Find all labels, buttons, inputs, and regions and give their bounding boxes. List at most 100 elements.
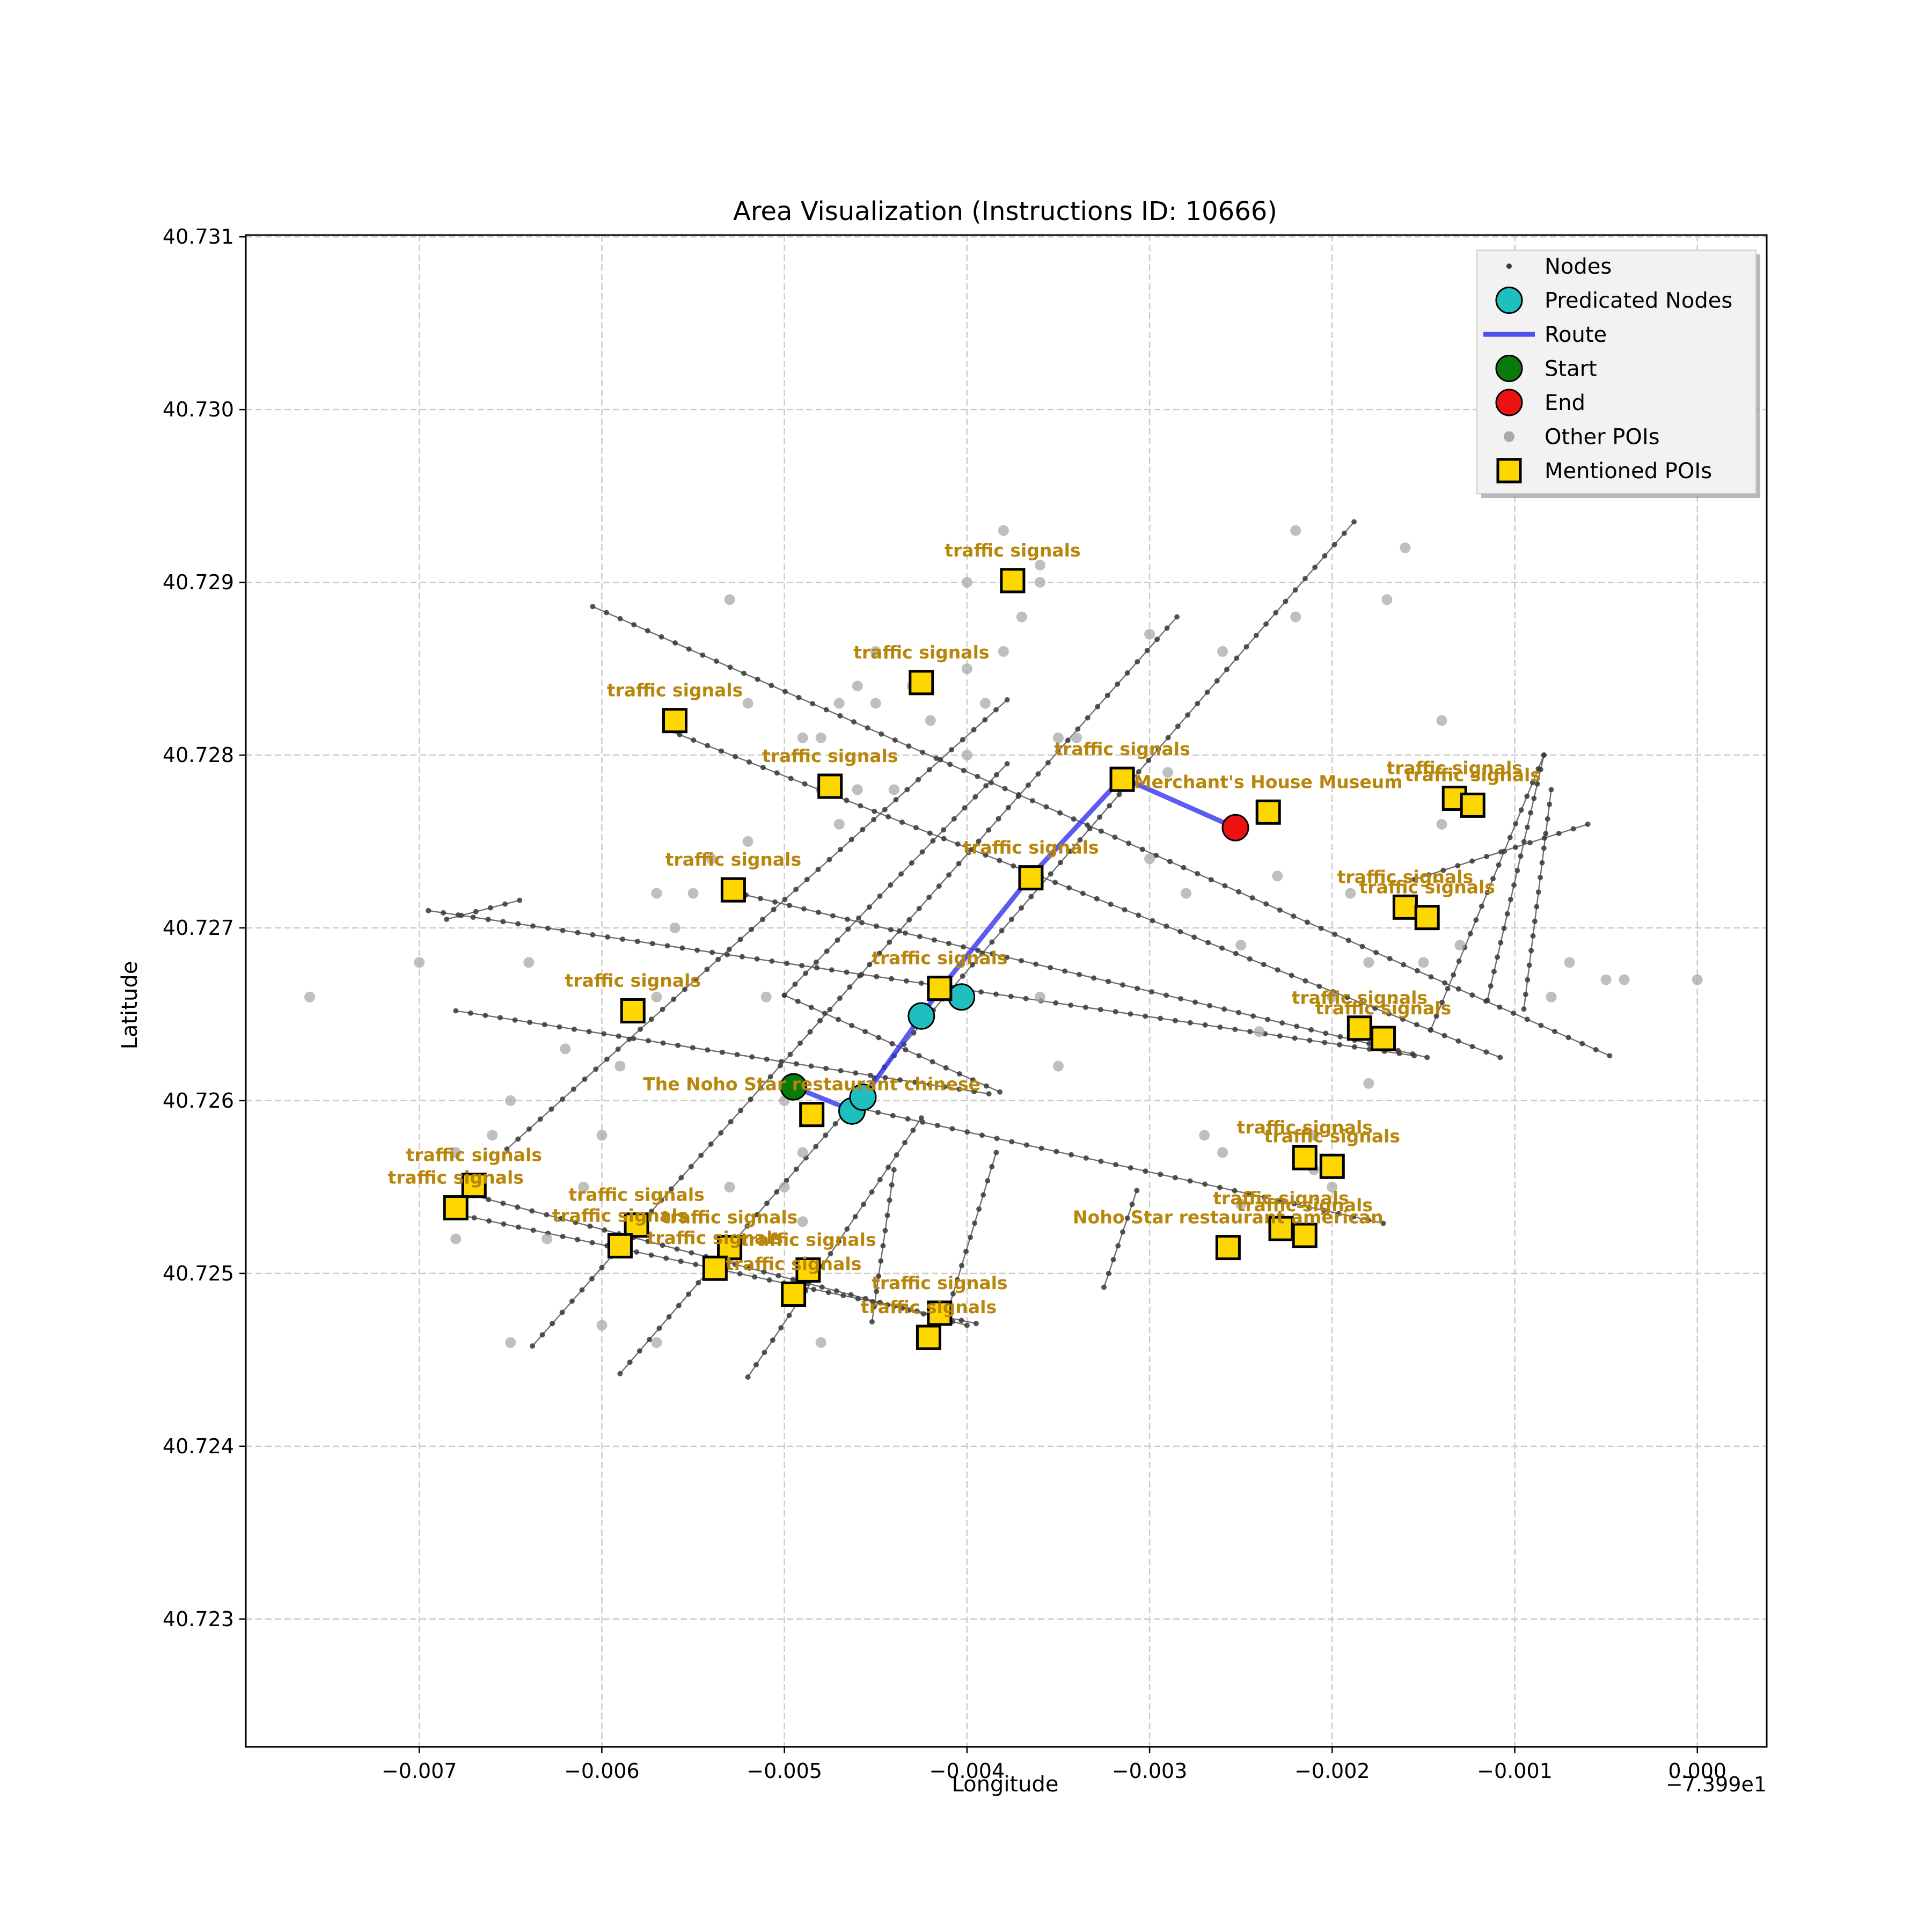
node-point	[539, 1332, 545, 1338]
node-point	[575, 930, 581, 935]
node-point	[487, 905, 493, 911]
node-point	[936, 883, 942, 889]
node-point	[470, 914, 476, 920]
mentioned-poi-marker	[1000, 568, 1026, 594]
node-point	[946, 872, 952, 878]
node-point	[1065, 737, 1071, 743]
node-point	[885, 814, 891, 819]
node-point	[1495, 954, 1501, 960]
node-point	[799, 963, 805, 969]
node-point	[1095, 704, 1101, 709]
node-point	[1177, 929, 1183, 934]
other-poi-point	[1564, 957, 1575, 968]
other-poi-point	[669, 922, 680, 933]
node-point	[1178, 996, 1184, 1001]
node-point	[738, 1108, 744, 1114]
mentioned-poi-marker	[1215, 1235, 1241, 1261]
mentioned-poi-marker	[817, 773, 843, 799]
node-point	[774, 770, 780, 776]
y-tick-label: 40.726	[163, 1089, 234, 1113]
other-poi-point	[961, 663, 972, 675]
node-point	[1144, 648, 1150, 654]
other-poi-point	[998, 525, 1009, 536]
other-poi-point	[815, 1337, 826, 1348]
node-point	[816, 910, 821, 915]
node-point	[792, 982, 798, 987]
node-point	[986, 827, 992, 833]
node-point	[1351, 1214, 1357, 1220]
node-point	[813, 959, 819, 965]
node-point	[865, 725, 870, 731]
node-point	[526, 1126, 532, 1132]
node-point	[814, 965, 819, 971]
mentioned-poi-marker	[1460, 792, 1485, 818]
node-point	[749, 926, 755, 932]
node-point	[941, 827, 947, 833]
node-point	[1135, 985, 1140, 991]
node-point	[1451, 972, 1457, 978]
node-point	[876, 1035, 882, 1041]
node-point	[1607, 1053, 1613, 1059]
other-poi-point	[1199, 1130, 1210, 1141]
node-point	[664, 943, 670, 949]
node-point	[869, 1189, 875, 1195]
node-point	[720, 1049, 725, 1055]
mentioned-poi-label: traffic signals	[406, 1145, 542, 1166]
node-point	[1083, 1005, 1088, 1011]
node-point	[512, 1017, 518, 1023]
node-point	[1110, 1257, 1116, 1263]
other-poi-point	[852, 784, 863, 795]
node-point	[749, 1054, 755, 1060]
node-point	[966, 850, 972, 855]
mentioned-poi-marker	[1414, 905, 1440, 931]
mentioned-poi-label: traffic signals	[872, 948, 1007, 969]
node-point	[802, 781, 808, 787]
legend: Nodes Predicated Nodes Route Start End Other …	[1476, 250, 1760, 498]
x-tick-label: −0.006	[564, 1759, 640, 1783]
mentioned-poi-marker	[1392, 894, 1418, 920]
node-point	[958, 1318, 964, 1323]
mentioned-poi-label: traffic signals	[565, 970, 701, 991]
mentioned-poi-marker	[927, 1300, 953, 1326]
other-poi-point	[1436, 715, 1447, 726]
node-point	[1195, 701, 1201, 706]
node-point	[537, 1116, 543, 1122]
node-point	[984, 1083, 989, 1089]
node-point	[912, 1079, 918, 1085]
node-point	[689, 1250, 694, 1256]
node-point	[1332, 932, 1338, 937]
other-poi-point	[925, 715, 936, 726]
node-point	[747, 759, 752, 765]
node-point	[1352, 1044, 1357, 1050]
other-poi-point	[797, 1147, 808, 1158]
node-point	[517, 897, 523, 903]
node-point	[1261, 962, 1267, 968]
node-point	[1045, 760, 1051, 766]
node-point	[1275, 967, 1280, 973]
x-tick-label: −0.001	[1477, 1759, 1553, 1783]
node-point	[1523, 992, 1528, 997]
node-point	[663, 1255, 669, 1261]
node-point	[1292, 587, 1298, 593]
node-point	[1336, 1211, 1342, 1217]
node-point	[972, 794, 978, 800]
node-point	[599, 1264, 605, 1270]
node-point	[604, 610, 609, 616]
node-point	[1124, 1215, 1130, 1221]
node-point	[1187, 1020, 1193, 1026]
mentioned-poi-label: traffic signals	[963, 837, 1099, 858]
node-point	[1307, 1037, 1313, 1043]
node-point	[1112, 835, 1118, 840]
node-point	[1043, 804, 1049, 810]
node-point	[1115, 681, 1121, 687]
node-point	[755, 676, 760, 682]
node-point	[1552, 1029, 1557, 1034]
other-poi-point	[961, 577, 972, 588]
start-marker	[780, 1073, 808, 1101]
node-point	[1291, 1201, 1297, 1206]
node-point	[832, 1121, 838, 1126]
x-tick-label: −0.002	[1294, 1759, 1370, 1783]
node-point	[947, 762, 953, 767]
node-point	[1087, 825, 1093, 831]
